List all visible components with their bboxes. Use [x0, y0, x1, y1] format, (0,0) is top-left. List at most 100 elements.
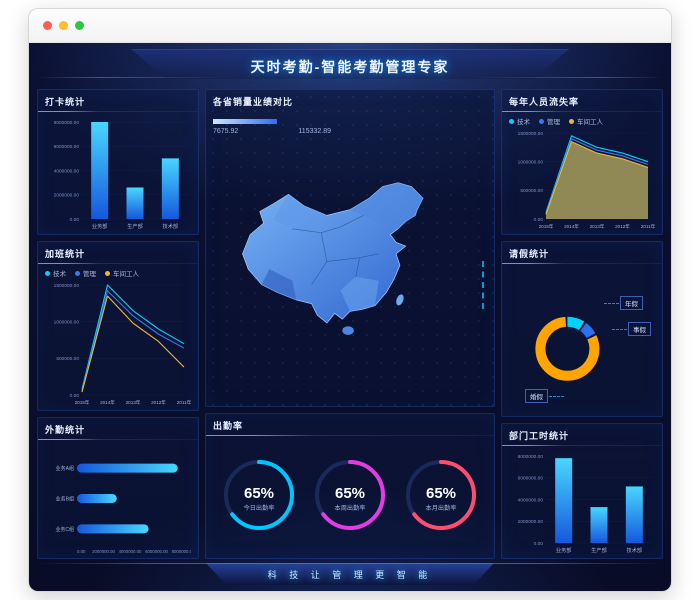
zoom-window-button[interactable] — [75, 21, 84, 30]
svg-text:0.00: 0.00 — [534, 541, 544, 547]
svg-text:6000000.00: 6000000.00 — [518, 476, 544, 482]
svg-text:65%: 65% — [335, 485, 365, 502]
svg-text:2000000.00: 2000000.00 — [54, 193, 80, 199]
svg-text:1000000.00: 1000000.00 — [54, 319, 80, 325]
panel-title: 请假统计 — [502, 247, 662, 264]
attendance-gauge: 65% 本周出勤率 — [308, 453, 392, 542]
dept-hours-bar-chart: 8000000.00 6000000.00 4000000.00 2000000.00… — [509, 449, 655, 555]
province-borders — [292, 214, 379, 285]
panel-title: 打卡统计 — [38, 95, 198, 112]
dashboard-title: 天时考勤-智能考勤管理专家 — [250, 59, 450, 75]
svg-text:0.00: 0.00 — [70, 217, 80, 223]
svg-text:业务B组: 业务B组 — [56, 496, 74, 503]
china-map[interactable] — [235, 165, 465, 357]
legend-item: 管理 — [539, 116, 560, 126]
legend-item: 车间工人 — [105, 268, 139, 278]
header-band-decoration — [130, 49, 570, 79]
panel-leave-stats: 请假统计 年假 事假 婚假 — [501, 241, 663, 417]
svg-text:2000000.00: 2000000.00 — [92, 549, 115, 554]
attendance-gauge: 65% 今日出勤率 — [217, 453, 301, 542]
field-hbar-chart: 业务A组业务B组业务C组 0.00 2000000.00 4000000.00 6000… — [45, 443, 195, 555]
center-column: 各省销量业绩对比 7675.92 115332.89 — [205, 89, 495, 559]
panel-attendance-rate: 出勤率 65% 今日出勤率 65% 本周出勤率 65% 本月出勤率 — [205, 413, 495, 559]
svg-text:2013年: 2013年 — [126, 399, 141, 406]
svg-text:2011年: 2011年 — [641, 223, 655, 230]
close-window-button[interactable] — [43, 21, 52, 30]
svg-text:8000000.00: 8000000.00 — [518, 454, 544, 460]
panel-sales-map: 各省销量业绩对比 7675.92 115332.89 — [205, 89, 495, 407]
map-scroll-indicator — [482, 260, 484, 309]
map-value-range: 7675.92 115332.89 — [213, 128, 331, 135]
province-patch — [273, 194, 327, 233]
svg-text:65%: 65% — [244, 485, 274, 502]
right-column: 每年人员流失率 技术 管理 车间工人 1500000.00 1000000.00 500… — [501, 89, 663, 559]
svg-text:本月出勤率: 本月出勤率 — [426, 504, 457, 512]
dashboard-grid: 打卡统计 8000000.00 6000000.00 4000000.00 20000… — [37, 89, 663, 559]
window-titlebar — [29, 9, 671, 43]
svg-text:2014年: 2014年 — [100, 399, 115, 406]
svg-text:生产部: 生产部 — [591, 546, 607, 554]
attendance-gauge: 65% 本月出勤率 — [399, 453, 483, 542]
province-patch — [349, 182, 423, 229]
svg-text:65%: 65% — [426, 485, 456, 502]
svg-text:6000000.00: 6000000.00 — [145, 549, 168, 554]
svg-text:本周出勤率: 本周出勤率 — [335, 504, 366, 512]
svg-text:0.00: 0.00 — [534, 217, 544, 223]
panel-turnover-rate: 每年人员流失率 技术 管理 车间工人 1500000.00 1000000.00 500… — [501, 89, 663, 235]
legend-item: 管理 — [75, 268, 96, 278]
map-stage — [235, 165, 465, 362]
map-max-value: 115332.89 — [298, 128, 331, 135]
leave-type-label: 事假 — [612, 322, 651, 337]
legend-dot-icon — [509, 118, 514, 124]
legend-dot-icon — [569, 118, 574, 124]
svg-text:4000000.00: 4000000.00 — [119, 549, 142, 554]
svg-text:今日出勤率: 今日出勤率 — [243, 504, 274, 512]
svg-text:1500000.00: 1500000.00 — [54, 283, 80, 289]
svg-text:业务A组: 业务A组 — [56, 465, 74, 472]
svg-text:业务C组: 业务C组 — [55, 526, 74, 533]
leave-type-label: 婚假 — [525, 388, 564, 403]
svg-text:4000000.00: 4000000.00 — [54, 168, 80, 174]
svg-text:业务部: 业务部 — [556, 546, 572, 554]
panel-dept-hours: 部门工时统计 8000000.00 6000000.00 4000000.00 200… — [501, 423, 663, 559]
svg-text:技术部: 技术部 — [163, 222, 179, 230]
svg-text:2015年: 2015年 — [539, 223, 554, 230]
legend-dot-icon — [75, 270, 80, 276]
panel-punch-stats: 打卡统计 8000000.00 6000000.00 4000000.00 20000… — [37, 89, 199, 235]
svg-text:0.00: 0.00 — [70, 393, 80, 399]
punch-bar-chart: 8000000.00 6000000.00 4000000.00 2000000.00… — [45, 115, 191, 231]
minimize-window-button[interactable] — [59, 21, 68, 30]
legend-item: 车间工人 — [569, 116, 603, 126]
province-patch — [261, 268, 297, 300]
taiwan-island — [396, 294, 404, 306]
svg-text:6000000.00: 6000000.00 — [54, 144, 80, 150]
footer-slogan: 科 技 让 管 理 更 智 能 — [267, 569, 433, 580]
svg-text:500000.00: 500000.00 — [520, 188, 543, 194]
svg-text:业务部: 业务部 — [92, 222, 108, 230]
panel-title: 加班统计 — [38, 247, 198, 264]
svg-text:2000000.00: 2000000.00 — [518, 519, 544, 525]
svg-text:2014年: 2014年 — [564, 223, 579, 230]
svg-text:1000000.00: 1000000.00 — [518, 159, 544, 165]
leave-donut-chart: 年假 事假 婚假 — [509, 267, 655, 413]
legend-dot-icon — [539, 118, 544, 124]
panel-title: 出勤率 — [206, 419, 494, 436]
province-patch — [340, 276, 379, 312]
app-window: 天时考勤-智能考勤管理专家 打卡统计 8000000.00 6000000.00 4… — [28, 8, 672, 592]
overtime-line-chart: 1500000.00 1000000.00 500000.00 0.00 2015年 20… — [45, 280, 192, 407]
panel-title: 外勤统计 — [38, 423, 198, 440]
svg-text:0.00: 0.00 — [77, 549, 86, 554]
svg-text:8000000.00: 8000000.00 — [172, 549, 191, 554]
svg-text:技术部: 技术部 — [627, 546, 643, 554]
svg-text:8000000.00: 8000000.00 — [54, 120, 80, 126]
map-header: 各省销量业绩对比 7675.92 115332.89 — [213, 95, 487, 135]
panel-title: 部门工时统计 — [502, 429, 662, 446]
panel-field-stats: 外勤统计 业务A组业务B组业务C组 0.00 2000000.00 4000000.0… — [37, 417, 199, 559]
attendance-gauges: 65% 今日出勤率 65% 本周出勤率 65% 本月出勤率 — [213, 439, 487, 555]
legend-dot-icon — [45, 270, 50, 276]
map-title: 各省销量业绩对比 — [213, 97, 294, 107]
panel-title: 每年人员流失率 — [502, 95, 662, 112]
turnover-legend: 技术 管理 车间工人 — [509, 115, 655, 128]
overtime-legend: 技术 管理 车间工人 — [45, 267, 191, 280]
map-min-value: 7675.92 — [213, 128, 239, 135]
